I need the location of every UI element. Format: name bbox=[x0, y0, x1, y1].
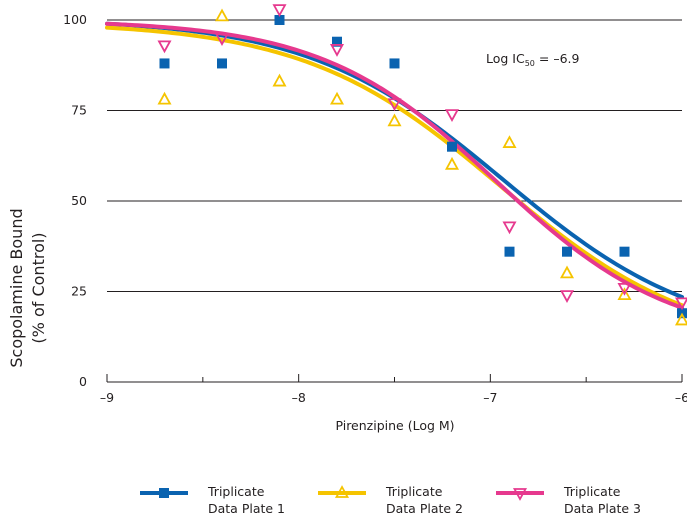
legend-label-line1: Triplicate bbox=[385, 484, 443, 499]
y-axis-title-line2: (% of Control) bbox=[29, 232, 48, 343]
x-axis-title: Pirenzipine (Log M) bbox=[335, 418, 454, 433]
y-tick-label: 100 bbox=[63, 12, 87, 27]
legend-label-line2: Data Plate 3 bbox=[564, 501, 641, 516]
data-point-series-3 bbox=[444, 109, 460, 122]
data-point-series-3 bbox=[674, 297, 687, 311]
legend: Triplicate Data Plate 1 Triplicate Data Pla… bbox=[140, 484, 641, 516]
data-point-series-1 bbox=[447, 141, 457, 152]
data-point-series-2 bbox=[559, 265, 575, 279]
x-tick-label: –7 bbox=[483, 390, 497, 405]
data-point-series-2 bbox=[674, 312, 687, 326]
legend-label-line2: Data Plate 1 bbox=[208, 501, 285, 516]
data-point-series-1 bbox=[159, 58, 170, 69]
y-tick-label: 75 bbox=[71, 103, 87, 118]
data-point-series-3 bbox=[329, 44, 345, 57]
data-point-series-2 bbox=[329, 91, 345, 105]
data-point-series-2 bbox=[214, 8, 230, 22]
data-points bbox=[157, 4, 687, 326]
legend-marker bbox=[512, 488, 528, 501]
legend-marker bbox=[334, 485, 350, 498]
x-tick-label: –9 bbox=[100, 390, 114, 405]
data-point-series-1 bbox=[274, 15, 285, 25]
data-point-series-1 bbox=[562, 246, 572, 257]
data-point-series-3 bbox=[157, 40, 172, 54]
ic50-annotation: Log IC50 = –6.9 bbox=[486, 51, 580, 68]
legend-label-line1: Triplicate bbox=[563, 484, 621, 499]
x-tick-label: –8 bbox=[292, 390, 306, 405]
data-point-series-3 bbox=[387, 98, 402, 112]
ic50-subscript: 50 bbox=[525, 59, 535, 68]
data-point-series-2 bbox=[502, 135, 517, 148]
data-point-series-3 bbox=[617, 282, 632, 296]
axes: 0 25 50 75 100 –9 –8 –7 –6 bbox=[63, 12, 687, 405]
y-tick-label: 0 bbox=[79, 374, 87, 389]
y-axis-title-line1: Scopolamine Bound bbox=[7, 208, 26, 367]
ic50-suffix: = –6.9 bbox=[535, 51, 580, 66]
data-point-series-2 bbox=[157, 91, 172, 105]
data-point-series-2 bbox=[272, 73, 287, 87]
data-point-series-3 bbox=[272, 4, 287, 18]
data-point-series-2 bbox=[617, 287, 632, 301]
data-point-series-3 bbox=[502, 221, 517, 235]
data-point-series-1 bbox=[332, 36, 342, 47]
data-point-series-2 bbox=[444, 156, 460, 170]
data-point-series-1 bbox=[619, 246, 630, 257]
data-point-series-3 bbox=[559, 290, 575, 303]
data-point-series-1 bbox=[389, 58, 400, 69]
fit-curves bbox=[105, 21, 684, 310]
fit-curve-series-3 bbox=[105, 21, 684, 310]
legend-label-line1: Triplicate bbox=[207, 484, 265, 499]
data-point-series-2 bbox=[387, 113, 402, 127]
ic50-prefix: Log IC bbox=[486, 51, 525, 66]
legend-label-line2: Data Plate 2 bbox=[386, 501, 463, 516]
legend-marker bbox=[159, 488, 169, 498]
x-tick-label: –6 bbox=[675, 390, 687, 405]
data-point-series-3 bbox=[214, 33, 230, 46]
fit-curve-series-2 bbox=[105, 25, 684, 308]
data-point-series-1 bbox=[217, 58, 227, 69]
data-point-series-1 bbox=[504, 246, 515, 257]
y-tick-label: 50 bbox=[71, 193, 87, 208]
y-tick-label: 25 bbox=[71, 284, 87, 299]
